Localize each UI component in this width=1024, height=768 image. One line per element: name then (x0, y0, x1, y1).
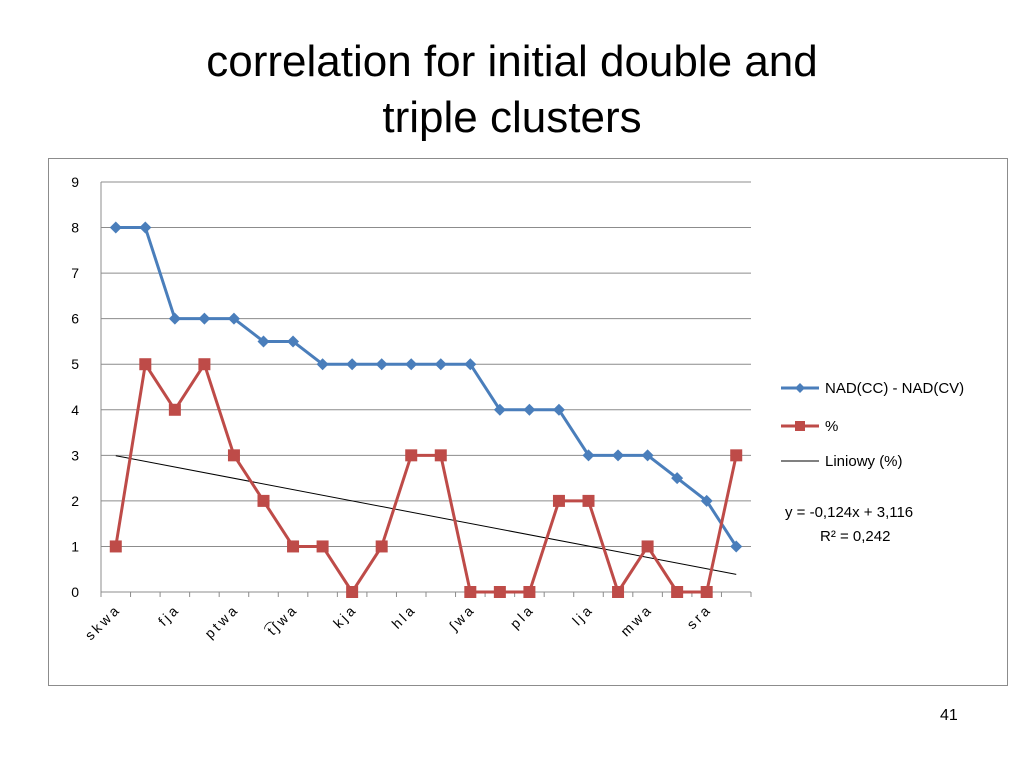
data-point (612, 449, 625, 462)
data-point (493, 403, 506, 416)
x-tick-label: t͡ʃwa (261, 600, 301, 640)
y-tick-label: 9 (71, 174, 79, 190)
data-point (671, 586, 684, 598)
y-tick-label: 2 (71, 493, 79, 509)
data-point (700, 494, 713, 507)
data-point (434, 449, 447, 462)
data-point (168, 403, 181, 416)
y-tick-label: 6 (71, 311, 79, 327)
data-point (434, 358, 447, 371)
data-point (700, 586, 713, 598)
y-tick-label: 4 (71, 402, 79, 418)
x-tick-label: kja (330, 601, 360, 631)
data-point (168, 312, 181, 325)
data-point (257, 335, 270, 348)
data-point (641, 540, 654, 553)
trend-equation: y = -0,124x + 3,116 (785, 504, 913, 521)
y-tick-label: 1 (71, 538, 79, 554)
data-point (582, 494, 595, 507)
data-point (198, 312, 211, 325)
chart-area: 0 1 2 3 4 5 6 7 8 9 skwa fja ptwa t͡ʃwa kja hla ʃwa pla lj… (48, 158, 1008, 686)
data-point (464, 586, 477, 598)
y-tick-label: 3 (71, 447, 79, 463)
x-tick-label: pla (507, 601, 538, 632)
legend-label: % (825, 418, 838, 435)
data-point (671, 472, 684, 485)
data-point (109, 540, 122, 553)
data-point (552, 494, 565, 507)
data-point (227, 312, 240, 325)
x-tick-label: hla (388, 601, 419, 632)
page-number: 41 (940, 707, 958, 724)
trendline (115, 455, 737, 575)
data-point (198, 358, 211, 371)
trend-r-squared: R² = 0,242 (820, 528, 890, 545)
data-point (523, 586, 536, 598)
slide-title: correlation for initial double and tripl… (0, 34, 1024, 146)
data-point (139, 221, 152, 234)
x-tick-label: mwa (617, 601, 656, 640)
x-tick-label: lja (569, 601, 597, 629)
data-point (493, 586, 506, 598)
data-point (346, 586, 359, 598)
data-point (375, 358, 388, 371)
data-point (523, 403, 536, 416)
series-line-1 (115, 226, 738, 548)
x-tick-label: skwa (82, 601, 124, 643)
line-chart: 0 1 2 3 4 5 6 7 8 9 skwa fja ptwa t͡ʃwa kja hla ʃwa pla lj… (71, 174, 964, 643)
data-point (552, 403, 565, 416)
y-tick-label: 0 (71, 584, 79, 600)
legend-label: NAD(CC) - NAD(CV) (825, 380, 964, 397)
data-point (316, 540, 329, 553)
series-line-2 (114, 362, 738, 594)
y-tick-label: 5 (71, 356, 79, 372)
data-point (582, 449, 595, 462)
data-point (464, 358, 477, 371)
data-point (730, 540, 743, 553)
data-point (287, 335, 300, 348)
data-point (730, 449, 743, 462)
x-tick-label: ptwa (201, 601, 242, 642)
x-tick-label: sra (683, 601, 714, 632)
y-tick-label: 8 (71, 220, 79, 236)
data-point (139, 358, 152, 371)
x-tick-label: ʃwa (445, 601, 478, 634)
data-point (612, 586, 625, 598)
legend-marker (795, 421, 805, 431)
data-point (405, 358, 418, 371)
x-tick-label: fja (155, 601, 183, 629)
data-point (109, 221, 122, 234)
data-point (227, 449, 240, 462)
y-tick-label: 7 (71, 265, 79, 281)
slide-title-line2: triple clusters (382, 93, 642, 142)
data-point (257, 494, 270, 507)
data-point (375, 540, 388, 553)
data-point (316, 358, 329, 371)
data-point (405, 449, 418, 462)
data-point (287, 540, 300, 553)
legend-marker (795, 383, 805, 393)
legend-label: Liniowy (%) (825, 453, 903, 470)
data-point (346, 358, 359, 371)
slide-title-line1: correlation for initial double and (206, 37, 818, 86)
data-point (641, 449, 654, 462)
